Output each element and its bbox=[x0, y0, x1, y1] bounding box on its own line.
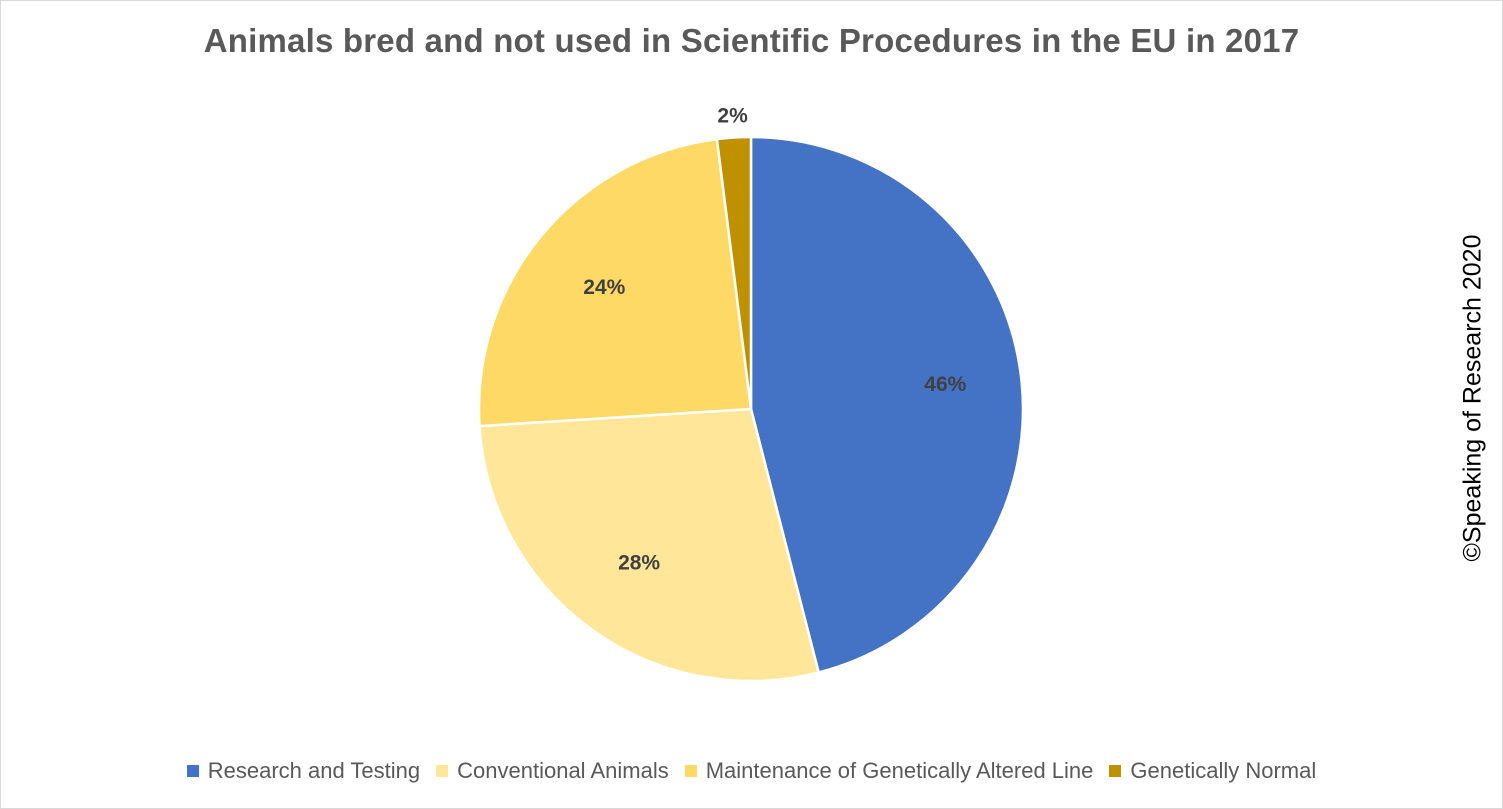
legend-label: Genetically Normal bbox=[1130, 758, 1317, 783]
legend-item-maintenance-of-genetically-altered-line: Maintenance of Genetically Altered Line bbox=[684, 758, 1094, 784]
chart-title: Animals bred and not used in Scientific … bbox=[203, 22, 1300, 59]
data-label-research-and-testing: 46% bbox=[924, 373, 966, 396]
pie-slice-research-and-testing bbox=[749, 135, 1025, 674]
data-label-genetically-normal: 2% bbox=[717, 104, 748, 127]
pie-slice-maintenance-of-genetically-altered-line bbox=[477, 137, 753, 428]
copyright-watermark: ©Speaking of Research 2020 bbox=[1458, 234, 1487, 562]
data-label-conventional-animals: 28% bbox=[618, 552, 660, 575]
legend-swatch bbox=[1109, 765, 1122, 777]
pie-slice-genetically-normal bbox=[715, 135, 753, 411]
legend-item-research-and-testing: Research and Testing bbox=[186, 758, 421, 784]
legend: Research and Testing Conventional Animal… bbox=[0, 758, 1503, 784]
legend-label: Conventional Animals bbox=[457, 758, 669, 783]
legend-label: Research and Testing bbox=[207, 758, 421, 783]
legend-swatch bbox=[684, 765, 697, 777]
legend-label: Maintenance of Genetically Altered Line bbox=[705, 758, 1094, 783]
legend-item-conventional-animals: Conventional Animals bbox=[436, 758, 669, 784]
legend-item-genetically-normal: Genetically Normal bbox=[1109, 758, 1316, 784]
legend-swatch bbox=[186, 765, 199, 777]
legend-swatch bbox=[436, 765, 449, 777]
data-label-maintenance-of-genetically-altered-line: 24% bbox=[583, 276, 625, 299]
pie-slice-conventional-animals bbox=[478, 407, 820, 683]
